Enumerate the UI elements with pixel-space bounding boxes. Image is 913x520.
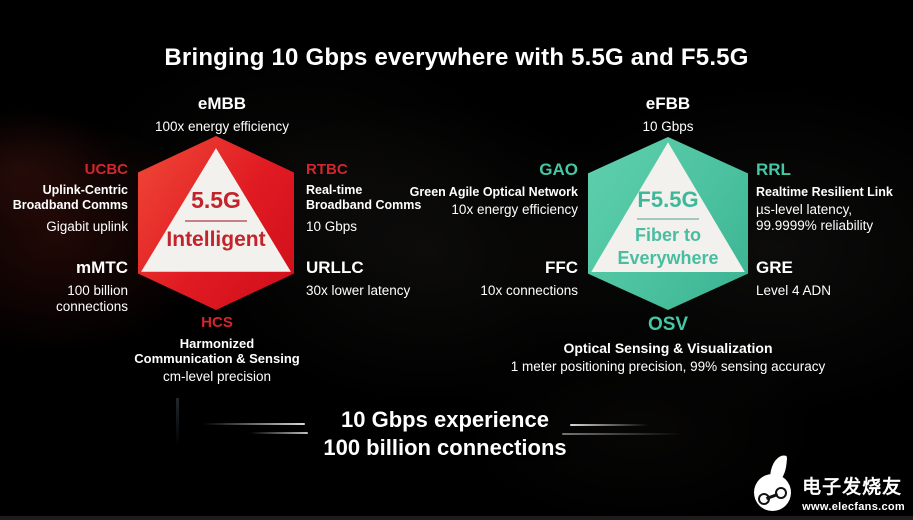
gre-desc: Level 4 ADN: [756, 282, 832, 298]
light-streak: [176, 398, 179, 446]
brand-url: www.elecfans.com: [802, 501, 905, 513]
watermark: 电子发烧友 www.elecfans.com: [754, 454, 905, 513]
5g-core-tagline: Intelligent: [166, 228, 266, 251]
osv-abbr: OSV: [647, 314, 689, 335]
rrl-desc-line1: µs-level latency,: [756, 202, 853, 218]
ucbc-name-line1: Uplink-Centric: [42, 183, 128, 198]
hcs-label-group: HCS Harmonized Communication & Sensing c…: [117, 314, 317, 386]
gre-abbr: GRE: [756, 258, 793, 277]
efbb-label-group: eFBB 10 Gbps: [568, 94, 768, 135]
urllc-abbr: URLLC: [306, 258, 364, 277]
footer-line2: 100 billion connections: [323, 434, 567, 460]
ucbc-desc: Gigabit uplink: [46, 219, 128, 235]
urllc-label-group: URLLC 30x lower latency: [306, 258, 476, 299]
rtbc-desc: 10 Gbps: [306, 219, 358, 235]
light-streak: [250, 432, 308, 434]
osv-desc: 1 meter positioning precision, 99% sensi…: [510, 359, 826, 375]
watermark-text: 电子发烧友 www.elecfans.com: [802, 472, 905, 513]
f5g-core-tagline-line2: Everywhere: [617, 248, 719, 268]
rtbc-name-line2: Broadband Comms: [306, 197, 422, 212]
rrl-name: Realtime Resilient Link: [756, 184, 893, 199]
osv-label-group: OSV Optical Sensing & Visualization 1 me…: [488, 314, 848, 375]
hcs-name-line2: Communication & Sensing: [134, 351, 300, 367]
5g-inner-triangle: [141, 148, 291, 272]
hcs-desc: cm-level precision: [162, 369, 272, 385]
f5g-inner-triangle: [591, 142, 745, 272]
gao-desc: 10x energy efficiency: [451, 202, 578, 218]
footer-line1: 10 Gbps experience: [341, 407, 549, 432]
osv-name: Optical Sensing & Visualization: [563, 339, 773, 356]
bottom-edge-strip: [0, 516, 913, 520]
hcs-abbr: HCS: [201, 314, 233, 331]
mmtc-desc-line1: 100 billion: [67, 282, 128, 298]
rtbc-label-group: RTBC Real-time Broadband Comms 10 Gbps: [306, 161, 466, 235]
slide-title: Bringing 10 Gbps everywhere with 5.5G an…: [164, 44, 749, 71]
logo-circle: [754, 474, 792, 511]
ffc-desc: 10x connections: [480, 282, 578, 298]
5g-core-name: 5.5G: [191, 187, 241, 213]
mmtc-label-group: mMTC 100 billion connections: [0, 258, 128, 315]
brand-name: 电子发烧友: [802, 477, 903, 498]
light-streak: [203, 423, 305, 425]
gao-abbr: GAO: [539, 160, 578, 179]
divider: [637, 218, 699, 220]
gao-name: Green Agile Optical Network: [409, 184, 578, 199]
mmtc-abbr: mMTC: [76, 258, 128, 277]
ucbc-label-group: UCBC Uplink-Centric Broadband Comms Giga…: [0, 161, 128, 235]
rtbc-name-line1: Real-time: [306, 183, 363, 198]
f5g-core-tagline-line1: Fiber to: [635, 225, 701, 245]
light-streak: [570, 424, 648, 426]
circuit-node-icon: [758, 493, 771, 505]
ffc-label-group: FFC 10x connections: [398, 258, 578, 299]
efbb-abbr: eFBB: [645, 94, 691, 113]
hcs-name-line1: Harmonized: [179, 336, 255, 352]
light-streak: [562, 433, 682, 435]
embb-abbr: eMBB: [197, 94, 247, 113]
urllc-desc: 30x lower latency: [306, 282, 411, 298]
embb-desc: 100x energy efficiency: [154, 118, 290, 134]
f5g-core-name: F5.5G: [637, 187, 699, 212]
footer-summary: 10 Gbps experience 100 billion connectio…: [290, 406, 600, 461]
embb-label-group: eMBB 100x energy efficiency: [122, 94, 322, 135]
f5g-hexagon: F5.5G Fiber to Everywhere: [588, 137, 748, 310]
efbb-desc: 10 Gbps: [642, 118, 694, 134]
rrl-abbr: RRL: [756, 160, 791, 179]
mmtc-desc-line2: connections: [55, 298, 128, 314]
rrl-desc-line2: 99.9999% reliability: [756, 218, 874, 234]
gre-label-group: GRE Level 4 ADN: [756, 258, 913, 299]
ffc-abbr: FFC: [544, 258, 578, 277]
divider: [185, 220, 247, 222]
ucbc-abbr: UCBC: [84, 161, 128, 178]
gao-label-group: GAO Green Agile Optical Network 10x ener…: [368, 160, 578, 218]
circuit-node-icon: [775, 487, 788, 499]
elecfans-flame-circuit-logo-icon: [754, 454, 794, 513]
ucbc-name-line2: Broadband Comms: [12, 197, 128, 212]
rrl-label-group: RRL Realtime Resilient Link µs-level lat…: [756, 160, 913, 234]
rtbc-abbr: RTBC: [306, 161, 348, 178]
5g-hexagon: 5.5G Intelligent: [138, 136, 294, 310]
